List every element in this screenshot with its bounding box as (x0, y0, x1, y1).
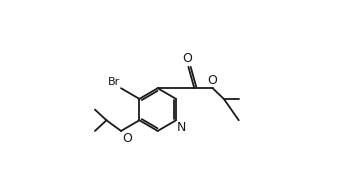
Text: O: O (122, 132, 132, 145)
Text: O: O (208, 74, 218, 87)
Text: Br: Br (107, 77, 120, 87)
Text: N: N (177, 121, 186, 134)
Text: O: O (183, 52, 193, 65)
